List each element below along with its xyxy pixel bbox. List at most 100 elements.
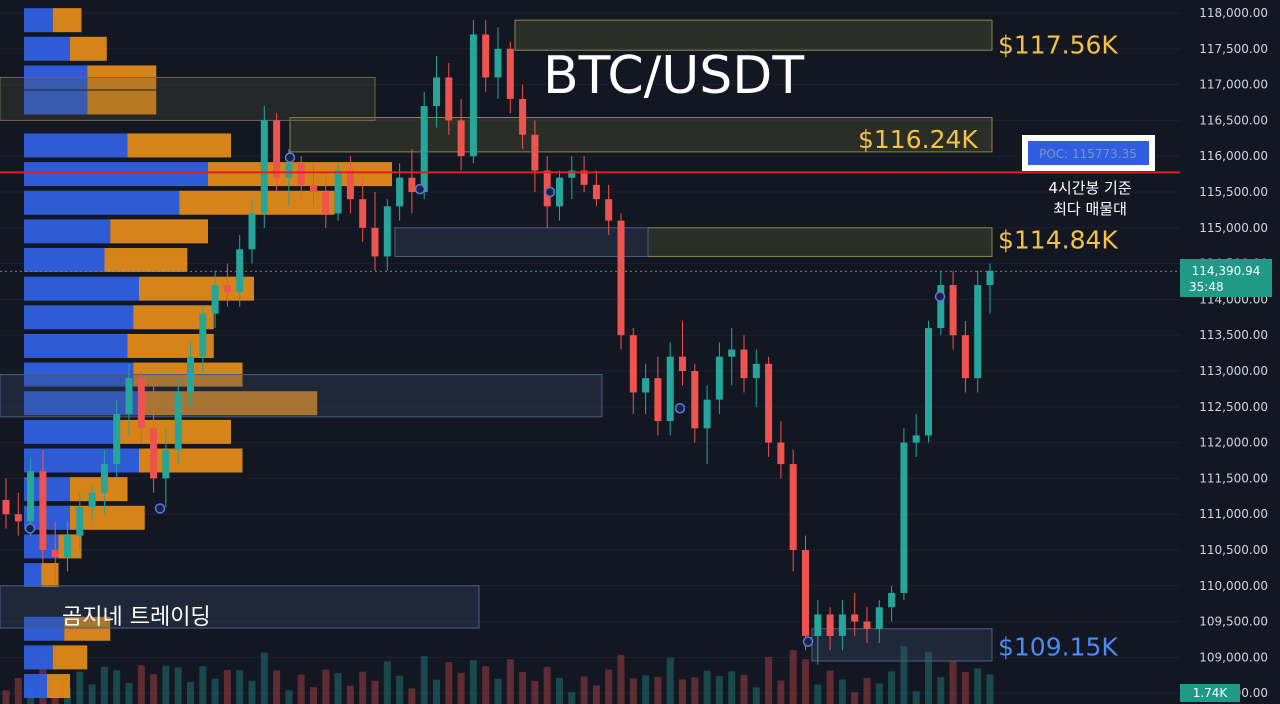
profile-sell-bar — [139, 276, 254, 301]
volume-bar — [802, 659, 809, 704]
candle-body — [51, 550, 59, 558]
volume-bar — [851, 692, 859, 704]
profile-sell-bar — [179, 190, 335, 215]
volume-bar — [113, 670, 121, 704]
candle-body — [986, 270, 994, 286]
volume-bar — [617, 654, 625, 704]
volume-bar — [531, 680, 539, 704]
candle-body — [752, 363, 760, 379]
y-tick-label: 111,000.00 — [1199, 507, 1268, 521]
volume-bar — [912, 691, 920, 704]
volume-bar — [580, 676, 588, 704]
candle-body — [346, 170, 354, 200]
signal-marker — [24, 523, 36, 534]
volume-bar — [371, 680, 379, 704]
zone-box — [0, 374, 603, 418]
candle-body — [568, 170, 576, 178]
candle-body — [506, 48, 514, 99]
candle-body — [642, 378, 650, 393]
chart-title: BTC/USDT — [543, 46, 804, 106]
volume-bar — [297, 674, 305, 704]
profile-sell-bar — [41, 563, 59, 588]
y-tick-label: 112,000.00 — [1199, 436, 1268, 450]
y-tick-label: 113,500.00 — [1199, 328, 1268, 342]
candle-body — [851, 614, 859, 622]
candle-body — [100, 464, 108, 493]
profile-sell-bar — [47, 674, 70, 699]
candle-body — [457, 120, 465, 157]
level-label: $117.56K — [998, 31, 1118, 60]
volume-bar — [433, 679, 440, 704]
profile-sell-bar — [87, 90, 157, 115]
volume-bar — [150, 674, 158, 704]
volume-bar — [420, 656, 428, 704]
candle-body — [359, 199, 367, 228]
signal-marker — [154, 503, 166, 514]
volume-bar — [322, 669, 330, 704]
candle-body — [199, 313, 207, 357]
candle-body — [310, 184, 317, 192]
zone-box — [289, 117, 993, 153]
level-labels: $117.56K $116.24K $114.84K $109.15K — [858, 31, 1118, 662]
candle-body — [334, 170, 342, 214]
candle-body — [900, 442, 908, 593]
volume-bar — [826, 670, 834, 704]
watermark: 곰지네 트레이딩 — [62, 605, 211, 630]
volume-bar — [199, 666, 207, 704]
volume-bar — [506, 659, 514, 704]
volume-bar — [211, 678, 219, 704]
candle-body — [420, 106, 428, 192]
y-tick-label: 110,000.00 — [1199, 579, 1268, 593]
y-tick-label: 115,000.00 — [1199, 221, 1268, 235]
candle-body — [223, 285, 231, 293]
profile-sell-bar — [139, 391, 318, 416]
candle-body — [863, 621, 871, 629]
candle-body — [162, 449, 170, 479]
volume-bar — [125, 682, 133, 704]
profile-buy-bar — [24, 190, 180, 215]
candle-body — [679, 356, 686, 371]
candle-body — [27, 471, 35, 522]
candle-body — [777, 442, 785, 465]
candle-body — [125, 378, 133, 414]
candle-body — [949, 285, 957, 336]
level-label: $116.24K — [858, 125, 978, 154]
volume-bar — [2, 690, 10, 704]
candle-body — [531, 134, 539, 171]
volume-bar — [875, 683, 883, 704]
candle-body — [469, 34, 477, 157]
candle-body — [88, 492, 96, 508]
volume-bar — [777, 680, 785, 704]
volume-bar — [236, 670, 244, 704]
candle-body — [64, 535, 71, 558]
volume-bar — [961, 672, 969, 704]
zone-box — [0, 585, 480, 629]
y-tick-label: 117,000.00 — [1199, 78, 1268, 92]
volume-bar — [838, 679, 846, 704]
volume-bar — [592, 685, 600, 704]
candle-body — [236, 249, 244, 293]
poc-note-line2: 최다 매물대 — [1053, 200, 1127, 218]
profile-buy-bar — [24, 276, 139, 301]
last-price-value: 114,390.94 — [1192, 264, 1261, 278]
profile-sell-bar — [70, 477, 128, 502]
zone-box — [394, 227, 649, 257]
volume-bar — [260, 652, 268, 704]
candle-body — [814, 614, 822, 636]
candle-body — [482, 34, 490, 78]
volume-bar — [974, 668, 982, 704]
volume-bar — [346, 685, 354, 704]
candle-body — [838, 614, 846, 636]
volume-bar — [408, 688, 416, 704]
candle-body — [383, 206, 391, 257]
candle-body — [740, 349, 748, 379]
volume-bar — [949, 661, 957, 704]
candle-body — [592, 184, 600, 200]
signal-marker — [674, 402, 686, 414]
y-tick-label: 117,500.00 — [1199, 42, 1268, 56]
profile-buy-bar — [24, 616, 65, 641]
profile-sell-bar — [104, 248, 188, 273]
candle-body — [2, 499, 10, 515]
candle-body — [691, 371, 699, 429]
